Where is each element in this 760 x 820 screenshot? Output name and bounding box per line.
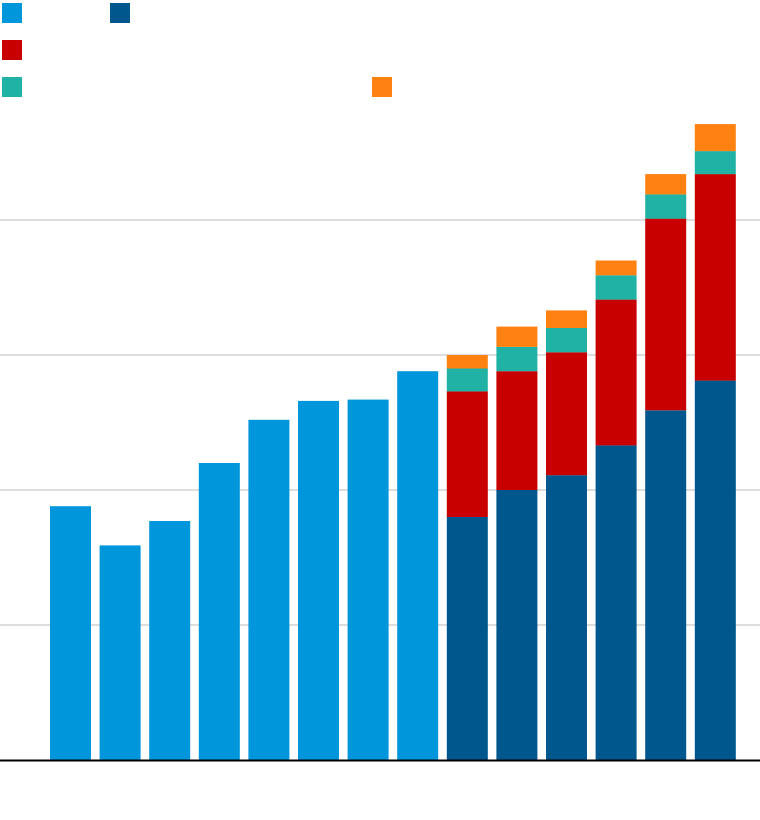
bar-13-series-3: [645, 218, 687, 411]
bar-9-series-2: [446, 517, 488, 760]
bar-13-series-4: [645, 194, 687, 219]
bar-11-series-3: [546, 352, 587, 476]
bar-9-series-4: [446, 368, 488, 392]
bar-11-series-5: [546, 310, 587, 328]
bar-10-series-2: [496, 490, 538, 760]
bar-4-series-1: [198, 463, 240, 760]
bar-13-series-5: [645, 174, 687, 195]
bar-1-series-1: [50, 506, 91, 760]
bar-10-series-4: [496, 346, 538, 372]
bar-3-series-1: [149, 521, 191, 760]
bar-13-series-2: [645, 410, 687, 760]
bar-12-series-4: [595, 275, 637, 300]
legend-swatch-1: [2, 3, 22, 23]
bar-2-series-1: [99, 545, 141, 760]
bar-12-series-5: [595, 260, 637, 276]
bar-14-series-3: [694, 174, 736, 381]
bar-11-series-2: [546, 475, 587, 760]
legend-swatch-2: [110, 3, 130, 23]
bar-9-series-3: [446, 391, 488, 517]
legend-swatch-4: [2, 77, 22, 97]
bar-12-series-2: [595, 445, 637, 760]
legend-swatch-5: [372, 77, 392, 97]
bar-14-series-5: [694, 124, 736, 152]
bar-6-series-1: [298, 400, 339, 760]
chart-bars: [50, 124, 736, 760]
legend-swatch-3: [2, 40, 22, 60]
chart-legend: [2, 3, 392, 97]
bar-10-series-3: [496, 371, 538, 490]
bar-10-series-5: [496, 326, 538, 347]
bar-9-series-5: [446, 355, 488, 369]
bar-14-series-4: [694, 151, 736, 175]
bar-8-series-1: [397, 371, 439, 760]
bar-5-series-1: [248, 419, 290, 760]
bar-14-series-2: [694, 380, 736, 760]
bar-7-series-1: [347, 399, 389, 760]
bar-12-series-3: [595, 299, 637, 446]
bar-11-series-4: [546, 328, 587, 353]
